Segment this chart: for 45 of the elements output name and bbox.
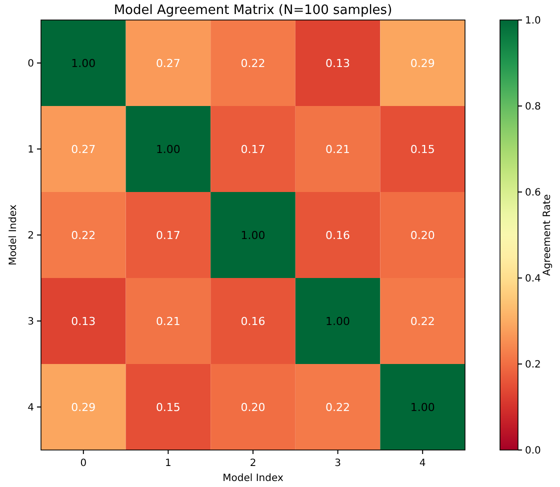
data-label: 0.22 xyxy=(326,400,350,414)
data-label: 0.29 xyxy=(410,56,435,70)
data-label: 0.16 xyxy=(240,314,266,328)
data-label: 1.00 xyxy=(71,56,96,70)
data-label: 0.20 xyxy=(410,228,435,242)
color-bar-label: 0.6 xyxy=(525,188,541,198)
data-label: 1.00 xyxy=(240,228,266,242)
y-axis-title: Model Index xyxy=(8,204,19,266)
y-tick-label: 4 xyxy=(28,402,34,414)
x-tick-label: 0 xyxy=(80,458,87,469)
data-label: 0.22 xyxy=(71,228,96,242)
data-label: 1.00 xyxy=(410,400,435,414)
data-label: 0.13 xyxy=(71,314,96,328)
data-label: 0.27 xyxy=(71,142,96,156)
data-label: 0.17 xyxy=(240,142,266,156)
color-bar-label: 1.0 xyxy=(525,16,541,26)
color-bar-title: Agreement Rate xyxy=(542,194,553,276)
data-label: 0.21 xyxy=(326,142,350,156)
data-label: 0.29 xyxy=(71,400,96,414)
data-label: 0.21 xyxy=(156,314,180,328)
x-tick-label: 3 xyxy=(334,458,341,469)
data-label: 0.27 xyxy=(156,56,180,70)
y-tick-label: 1 xyxy=(28,144,34,156)
data-label: 0.22 xyxy=(410,314,435,328)
chart-title: Model Agreement Matrix (N=100 samples) xyxy=(114,3,392,18)
color-bar-label: 0.2 xyxy=(525,360,541,370)
color-bar-label: 0.0 xyxy=(525,446,541,456)
data-label: 1.00 xyxy=(326,314,350,328)
x-tick-label: 2 xyxy=(250,458,256,469)
y-tick-label: 3 xyxy=(28,316,34,328)
data-label: 0.15 xyxy=(410,142,435,156)
x-tick-label: 1 xyxy=(165,458,172,469)
data-label: 0.13 xyxy=(326,56,350,70)
data-label: 0.22 xyxy=(240,56,266,70)
data-label: 0.15 xyxy=(156,400,180,414)
color-bar-label: 0.8 xyxy=(525,102,541,112)
y-tick-label: 2 xyxy=(28,230,34,242)
y-tick-label: 0 xyxy=(28,58,34,70)
data-label: 0.20 xyxy=(240,400,266,414)
x-tick-label: 4 xyxy=(419,458,426,469)
x-axis-title: Model Index xyxy=(222,473,284,484)
data-label: 0.17 xyxy=(156,228,180,242)
data-label: 0.16 xyxy=(326,228,350,242)
color-bar-label: 0.4 xyxy=(525,274,541,284)
data-label: 1.00 xyxy=(156,142,180,156)
